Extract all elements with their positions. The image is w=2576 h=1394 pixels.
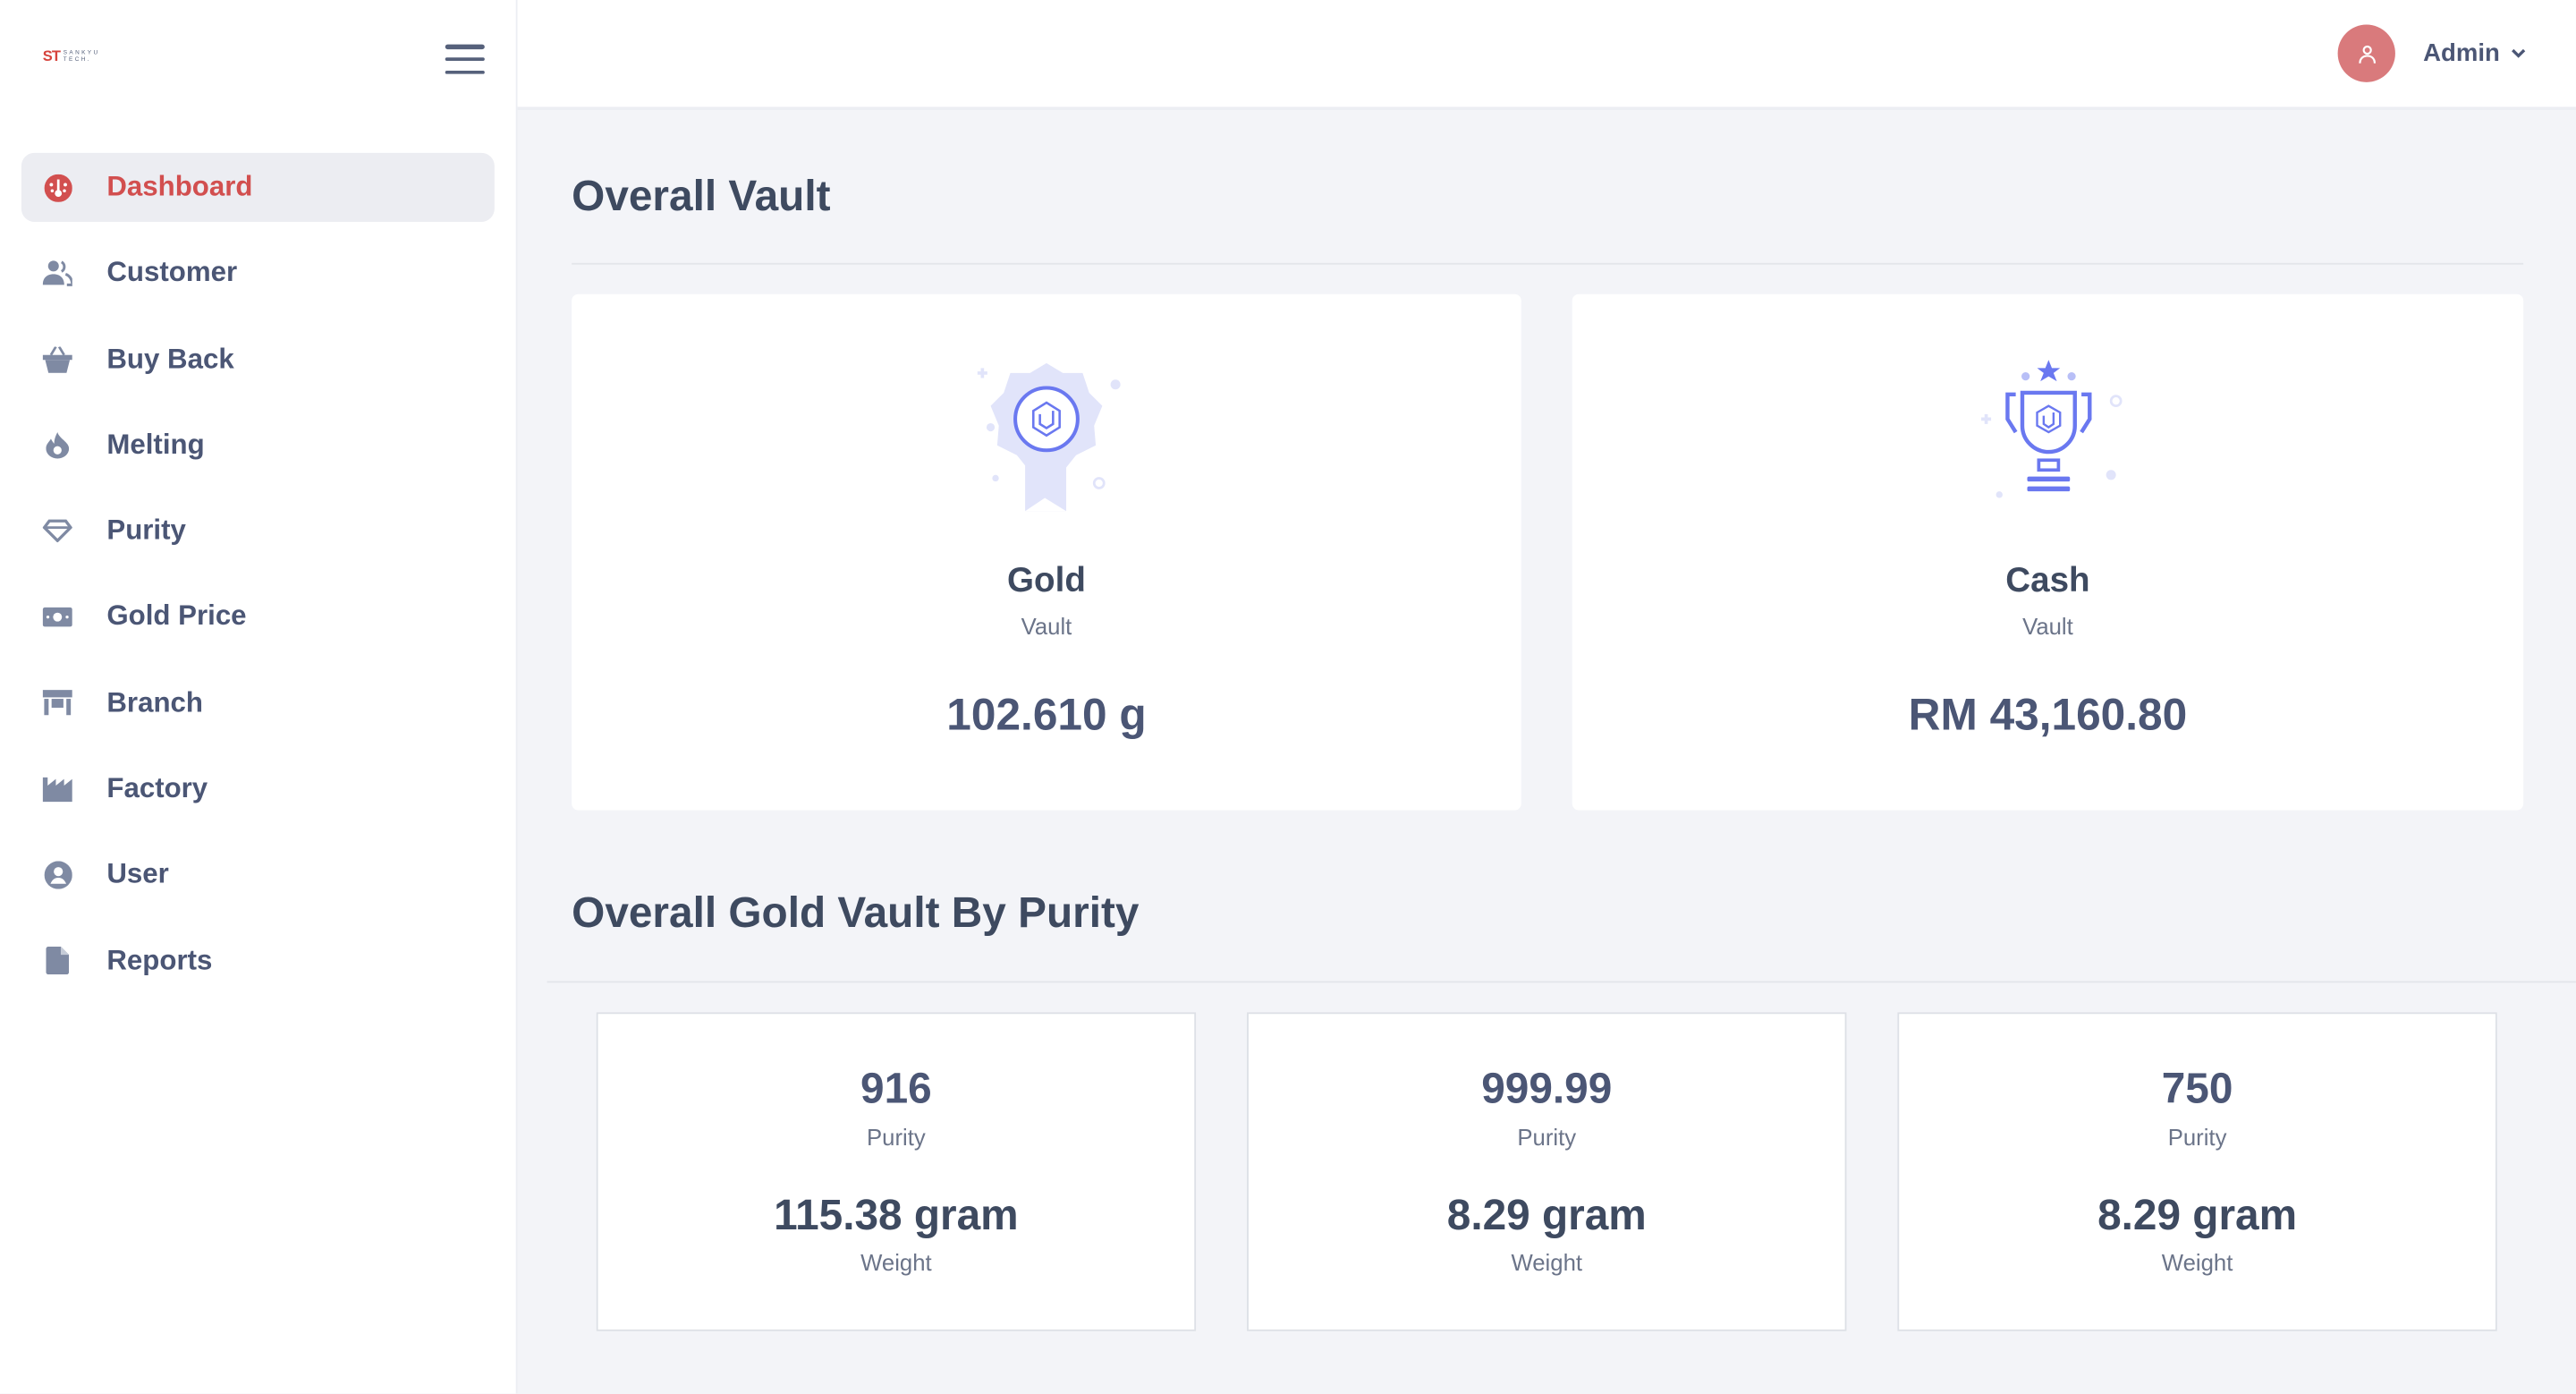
card-subtitle: Vault xyxy=(2022,613,2073,640)
file-icon xyxy=(43,946,72,975)
purity-card-999: 999.99 Purity 8.29 gram Weight xyxy=(1247,1012,1847,1331)
weight-label: Weight xyxy=(860,1248,932,1276)
sidebar: ST SANKYU TECH. Dashboard Customer Buy B… xyxy=(0,0,518,1394)
card-subtitle: Vault xyxy=(1021,613,1072,640)
cash-vault-value: RM 43,160.80 xyxy=(1908,690,2188,740)
purity-value: 916 xyxy=(860,1063,932,1113)
purity-value: 750 xyxy=(2161,1063,2233,1113)
money-bill-icon xyxy=(42,602,72,632)
purity-card-916: 916 Purity 115.38 gram Weight xyxy=(596,1012,1197,1331)
cash-vault-card: Cash Vault RM 43,160.80 xyxy=(1572,293,2524,811)
sidebar-item-buy-back[interactable]: Buy Back xyxy=(21,325,495,394)
fire-icon xyxy=(43,430,72,460)
sidebar-nav: Dashboard Customer Buy Back Melting Puri… xyxy=(21,152,495,1013)
sidebar-item-user[interactable]: User xyxy=(21,840,495,909)
avatar[interactable] xyxy=(2337,24,2395,82)
sidebar-item-label: Reports xyxy=(106,944,213,976)
user-circle-icon xyxy=(43,860,72,889)
sidebar-item-gold-price[interactable]: Gold Price xyxy=(21,582,495,651)
dashboard-gauge-icon xyxy=(43,173,72,202)
sidebar-item-reports[interactable]: Reports xyxy=(21,926,495,995)
sidebar-item-factory[interactable]: Factory xyxy=(21,754,495,823)
sidebar-item-purity[interactable]: Purity xyxy=(21,497,495,565)
card-title: Cash xyxy=(2005,562,2090,600)
sidebar-item-label: Customer xyxy=(106,257,238,288)
logo-text: SANKYU TECH. xyxy=(63,49,100,63)
logo-mark: ST xyxy=(42,47,61,64)
gold-vault-value: 102.610 g xyxy=(946,690,1147,740)
weight-value: 8.29 gram xyxy=(1446,1189,1647,1239)
sidebar-item-label: Melting xyxy=(106,429,205,461)
divider xyxy=(572,262,2524,265)
weight-value: 8.29 gram xyxy=(2097,1189,2298,1239)
factory-icon xyxy=(42,774,72,803)
card-title: Gold xyxy=(1007,562,1086,600)
sidebar-item-customer[interactable]: Customer xyxy=(21,239,495,308)
purity-label: Purity xyxy=(867,1124,926,1151)
weight-label: Weight xyxy=(2161,1248,2233,1276)
gold-vault-card: Gold Vault 102.610 g xyxy=(572,293,1521,811)
weight-label: Weight xyxy=(1511,1248,1583,1276)
purity-card-750: 750 Purity 8.29 gram Weight xyxy=(1897,1012,2497,1331)
sidebar-item-branch[interactable]: Branch xyxy=(21,668,495,737)
purity-value: 999.99 xyxy=(1481,1063,1613,1113)
basket-icon xyxy=(42,344,72,374)
award-badge-icon xyxy=(977,362,1121,512)
sidebar-item-dashboard[interactable]: Dashboard xyxy=(21,152,495,222)
user-name: Admin xyxy=(2423,39,2500,68)
purity-label: Purity xyxy=(2167,1124,2227,1151)
user-icon xyxy=(2358,44,2376,63)
top-header: Admin xyxy=(517,0,2576,111)
sidebar-item-label: Factory xyxy=(106,772,208,804)
gem-icon xyxy=(42,516,72,546)
overall-vault-title: Overall Vault xyxy=(572,171,831,221)
weight-value: 115.38 gram xyxy=(774,1189,1019,1239)
gold-by-purity-title: Overall Gold Vault By Purity xyxy=(572,887,1140,937)
store-icon xyxy=(42,688,72,718)
user-menu-dropdown[interactable]: Admin xyxy=(2423,39,2526,67)
menu-toggle-button[interactable] xyxy=(445,44,485,74)
users-icon xyxy=(42,259,72,288)
logo[interactable]: ST SANKYU TECH. xyxy=(43,47,116,64)
divider xyxy=(547,981,2576,983)
sidebar-item-label: Dashboard xyxy=(106,171,253,202)
sidebar-item-label: Purity xyxy=(106,514,186,547)
trophy-icon xyxy=(1980,360,2122,498)
purity-label: Purity xyxy=(1517,1124,1577,1151)
chevron-down-icon xyxy=(2511,48,2525,58)
sidebar-item-label: User xyxy=(106,858,169,890)
sidebar-item-label: Branch xyxy=(106,686,203,718)
sidebar-item-label: Gold Price xyxy=(106,600,247,633)
sidebar-item-label: Buy Back xyxy=(106,343,234,375)
sidebar-item-melting[interactable]: Melting xyxy=(21,411,495,480)
